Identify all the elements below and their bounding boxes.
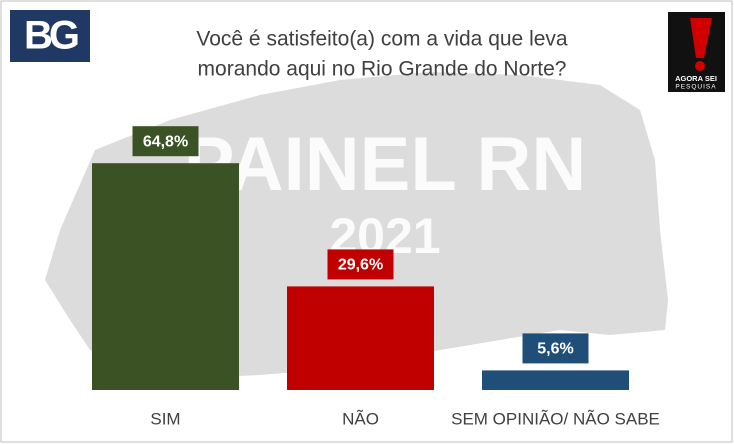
- bar: [287, 286, 434, 390]
- logo-right-text: PESQUISA: [675, 84, 716, 91]
- logo-mark: [695, 61, 705, 71]
- value-label-bg: [327, 249, 394, 280]
- bar: [92, 163, 239, 390]
- x-tick-label: NÃO: [342, 409, 379, 428]
- value-label: 5,6%: [537, 341, 573, 358]
- chart-title: morando aqui no Rio Grande do Norte?: [198, 58, 567, 81]
- bar: [482, 370, 629, 390]
- watermark: PAINEL RN: [184, 122, 587, 207]
- x-tick-label: SEM OPINIÃO/ NÃO SABE: [451, 409, 660, 428]
- logo-right-text: AGORA SEI: [675, 74, 717, 83]
- value-label: 29,6%: [338, 257, 383, 274]
- value-label-bg: [132, 126, 199, 157]
- value-label-bg: [522, 333, 589, 364]
- x-tick-label: SIM: [150, 409, 180, 428]
- logo-left-bg: [10, 10, 90, 62]
- logo-mark: [690, 18, 712, 58]
- chart-title: Você é satisfeito(a) com a vida que leva: [196, 28, 568, 51]
- logo-left: BG: [24, 14, 78, 58]
- value-label: 64,8%: [143, 133, 188, 150]
